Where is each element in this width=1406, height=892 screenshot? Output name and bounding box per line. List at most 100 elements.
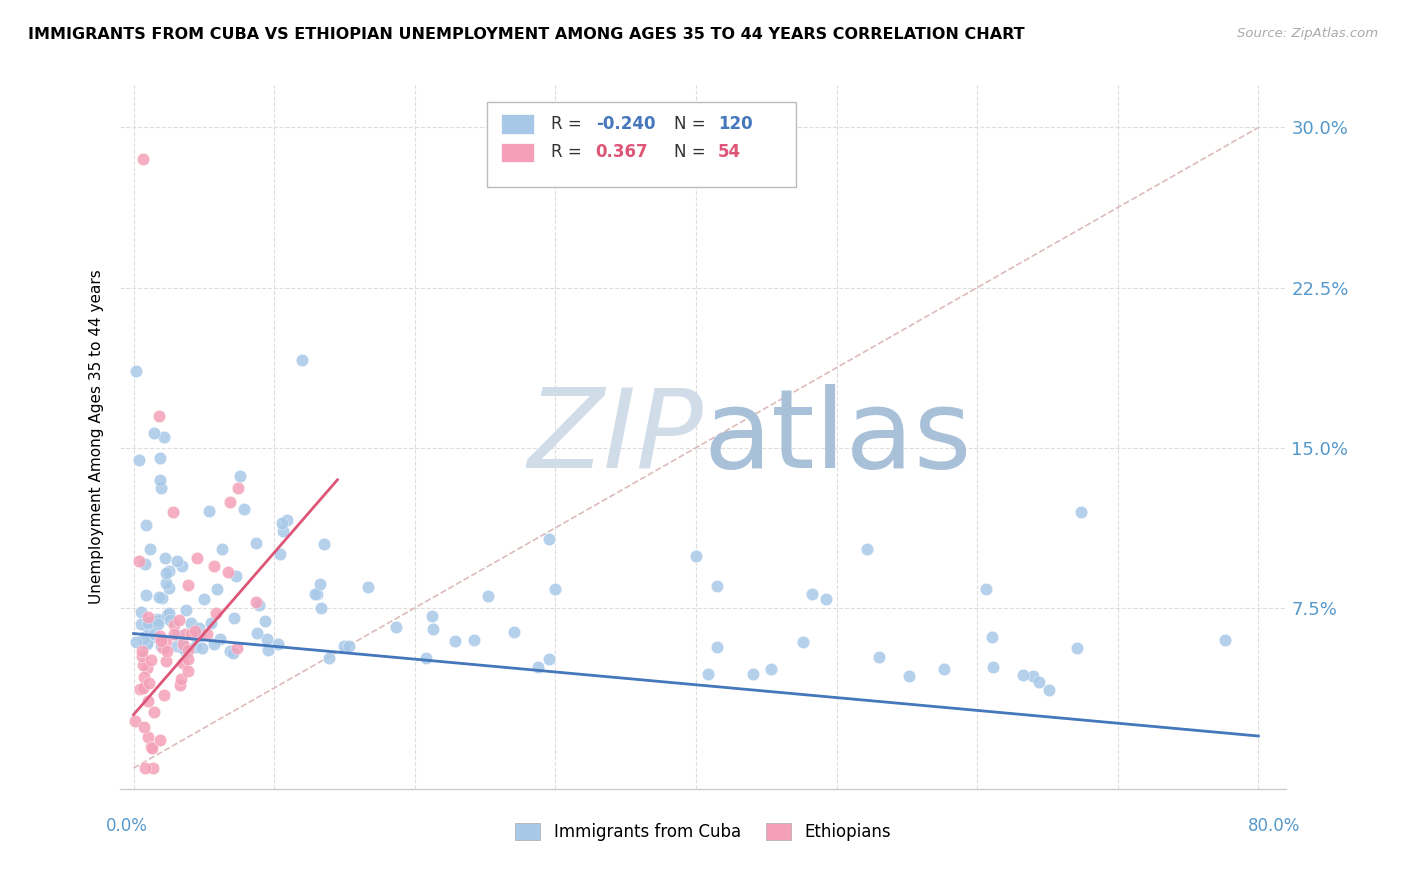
Point <box>155 551 177 566</box>
Point <box>385 620 408 634</box>
Point <box>247 598 270 612</box>
Point <box>706 640 728 654</box>
Point <box>269 547 291 561</box>
Point <box>136 616 159 631</box>
Point <box>981 660 1004 674</box>
Point <box>128 681 150 696</box>
Point <box>792 635 814 649</box>
Point <box>544 582 567 596</box>
Point <box>163 627 186 641</box>
Text: atlas: atlas <box>703 384 972 491</box>
Point <box>208 632 231 646</box>
Point <box>174 603 197 617</box>
Point <box>136 731 159 745</box>
Point <box>177 578 200 592</box>
Point <box>149 473 172 487</box>
FancyBboxPatch shape <box>501 114 534 134</box>
Point <box>174 645 197 659</box>
Point <box>169 678 191 692</box>
Point <box>157 606 180 620</box>
Point <box>186 630 208 644</box>
Point <box>132 720 155 734</box>
Point <box>132 632 155 647</box>
Point <box>172 637 194 651</box>
Point <box>143 705 166 719</box>
Point <box>1028 675 1050 690</box>
Point <box>443 633 465 648</box>
Point <box>148 409 170 423</box>
Point <box>761 662 783 676</box>
FancyBboxPatch shape <box>486 103 796 187</box>
Text: ZIP: ZIP <box>527 384 703 491</box>
Point <box>155 566 177 581</box>
Point <box>136 610 159 624</box>
Point <box>205 606 228 620</box>
Point <box>257 643 280 657</box>
Point <box>152 640 174 655</box>
Point <box>166 554 188 568</box>
Point <box>198 504 221 518</box>
Point <box>149 451 172 466</box>
Text: N =: N = <box>673 115 710 133</box>
Point <box>170 673 193 687</box>
Point <box>148 617 170 632</box>
Point <box>139 739 162 754</box>
Point <box>307 587 329 601</box>
Point <box>229 468 252 483</box>
Point <box>142 426 165 441</box>
Point <box>271 516 294 530</box>
Point <box>148 613 170 627</box>
Point <box>200 615 222 630</box>
Point <box>167 628 190 642</box>
Point <box>141 630 163 644</box>
Point <box>422 609 444 624</box>
Text: 54: 54 <box>718 144 741 161</box>
Y-axis label: Unemployment Among Ages 35 to 44 years: Unemployment Among Ages 35 to 44 years <box>89 269 104 605</box>
Point <box>246 626 269 640</box>
Point <box>125 635 148 649</box>
Point <box>152 689 174 703</box>
Point <box>233 502 256 516</box>
Point <box>219 643 242 657</box>
Point <box>170 559 193 574</box>
Point <box>304 587 326 601</box>
Point <box>135 637 157 651</box>
Point <box>204 558 226 573</box>
Point <box>138 676 160 690</box>
Point <box>537 532 560 546</box>
Point <box>224 610 246 624</box>
Point <box>308 577 330 591</box>
Point <box>156 644 179 658</box>
Text: 0.367: 0.367 <box>596 144 648 161</box>
Point <box>976 582 998 596</box>
Point <box>202 636 225 650</box>
Point <box>177 664 200 678</box>
Point <box>1038 683 1060 698</box>
Point <box>422 622 444 636</box>
Point <box>129 605 152 619</box>
Point <box>131 681 153 695</box>
Point <box>157 564 180 578</box>
Point <box>276 513 298 527</box>
Point <box>143 627 166 641</box>
Point <box>128 554 150 568</box>
Point <box>180 615 202 630</box>
Text: R =: R = <box>551 115 588 133</box>
Legend: Immigrants from Cuba, Ethiopians: Immigrants from Cuba, Ethiopians <box>509 816 897 848</box>
Point <box>173 640 195 655</box>
Point <box>173 639 195 653</box>
Point <box>184 624 207 638</box>
Point <box>149 629 172 643</box>
Text: 120: 120 <box>718 115 752 133</box>
Point <box>166 639 188 653</box>
Point <box>134 557 156 571</box>
Point <box>153 430 176 444</box>
Point <box>741 666 763 681</box>
Point <box>186 551 208 566</box>
Point <box>225 569 247 583</box>
Point <box>309 600 332 615</box>
Point <box>162 505 184 519</box>
Point <box>132 153 155 167</box>
Point <box>685 549 707 563</box>
Point <box>146 612 169 626</box>
